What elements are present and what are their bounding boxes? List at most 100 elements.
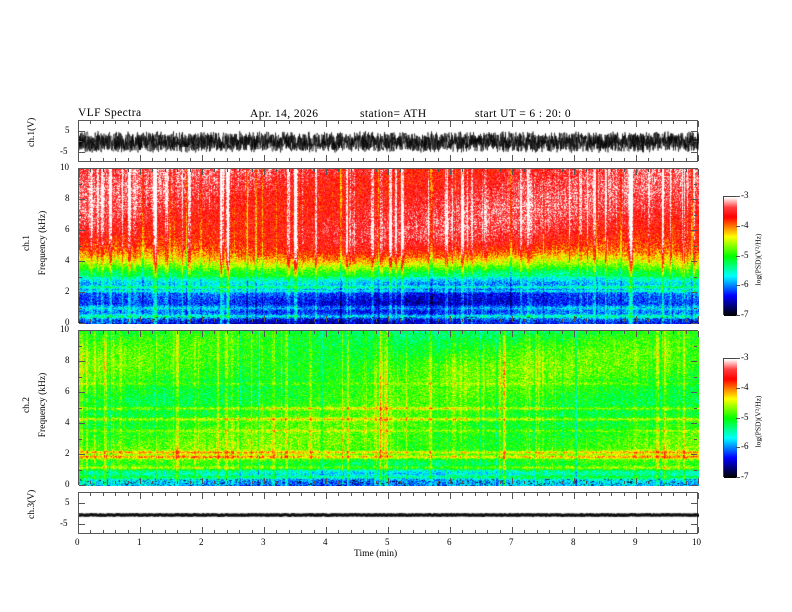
ch2-spec-ytick	[79, 423, 85, 424]
xtick-major-top	[264, 169, 265, 175]
xtick-minor-top	[177, 169, 178, 172]
xtick-minor-bottom	[425, 158, 426, 161]
xtick-minor-top	[103, 331, 104, 334]
xtick-minor-bottom	[338, 481, 339, 484]
xtick-minor-top	[599, 331, 600, 334]
xtick-minor-bottom	[611, 530, 612, 533]
ch3-waveform-panel	[78, 492, 699, 535]
xtick-minor-top	[177, 331, 178, 334]
xtick-minor-bottom	[624, 481, 625, 484]
xtick-minor-bottom	[152, 530, 153, 533]
xtick-minor-top	[500, 493, 501, 496]
xtick-minor-bottom	[227, 530, 228, 533]
ch1-spectrogram-ylabel-channel: ch.1	[22, 234, 32, 252]
xtick-minor-top	[487, 493, 488, 496]
xtick-minor-top	[562, 169, 563, 172]
xtick-minor-bottom	[190, 319, 191, 322]
xtick-minor-bottom	[661, 319, 662, 322]
xtick-minor-bottom	[413, 319, 414, 322]
xtick-major-bottom	[636, 316, 637, 322]
xtick-major-top	[202, 331, 203, 337]
xtick-minor-bottom	[301, 481, 302, 484]
xtick-label-5: 5	[385, 537, 390, 547]
xtick-minor-top	[400, 331, 401, 334]
xtick-minor-bottom	[152, 319, 153, 322]
colorbar-ch2-tick-label-4: -7	[741, 471, 749, 481]
ch1-wave-ytick-minor	[79, 131, 82, 132]
xtick-major-bottom	[140, 478, 141, 484]
ch1-spec-ytick-minor-right	[694, 292, 697, 293]
xtick-minor-top	[673, 331, 674, 334]
xtick-label-7: 7	[509, 537, 514, 547]
xtick-minor-bottom	[239, 158, 240, 161]
xtick-minor-bottom	[103, 530, 104, 533]
xtick-minor-top	[190, 169, 191, 172]
ch1-spec-ytick-minor-right	[694, 246, 697, 247]
xtick-minor-top	[90, 493, 91, 496]
xtick-minor-bottom	[239, 481, 240, 484]
xtick-minor-top	[252, 121, 253, 124]
xtick-minor-bottom	[425, 481, 426, 484]
xtick-major-top	[388, 331, 389, 337]
xtick-minor-top	[276, 121, 277, 124]
xtick-minor-top	[363, 493, 364, 496]
xtick-minor-top	[487, 169, 488, 172]
ch1-wave-ytick	[79, 152, 85, 153]
ch1-spec-ytick	[79, 292, 85, 293]
xtick-minor-top	[413, 331, 414, 334]
ch2-spec-ytick	[79, 454, 85, 455]
xtick-minor-bottom	[338, 530, 339, 533]
xtick-minor-top	[562, 493, 563, 496]
xtick-minor-bottom	[128, 481, 129, 484]
xtick-minor-top	[90, 169, 91, 172]
xtick-minor-bottom	[599, 158, 600, 161]
ch2-spec-ytick-minor-right	[694, 470, 697, 471]
ch1-spec-ytick-minor	[79, 199, 82, 200]
xtick-minor-bottom	[624, 158, 625, 161]
xtick-minor-bottom	[252, 158, 253, 161]
xtick-minor-bottom	[115, 530, 116, 533]
xtick-minor-bottom	[400, 530, 401, 533]
xtick-label-0: 0	[75, 537, 80, 547]
xtick-minor-bottom	[351, 530, 352, 533]
colorbar-ch2-tick	[736, 447, 740, 448]
xtick-minor-bottom	[376, 530, 377, 533]
xtick-label-9: 9	[633, 537, 638, 547]
start-time-label: start UT = 6 : 20: 0	[475, 108, 572, 120]
xtick-major-top	[140, 169, 141, 175]
xtick-label-3: 3	[261, 537, 266, 547]
xtick-minor-top	[90, 121, 91, 124]
xtick-minor-top	[351, 121, 352, 124]
page-title: VLF Spectra	[78, 107, 142, 119]
ch2-spec-ytick-minor	[79, 439, 82, 440]
ch2-spec-ytick-minor	[79, 377, 82, 378]
xtick-minor-top	[152, 121, 153, 124]
xtick-major-bottom	[264, 155, 265, 161]
xtick-minor-bottom	[214, 158, 215, 161]
xtick-minor-bottom	[301, 530, 302, 533]
xtick-minor-top	[686, 169, 687, 172]
xtick-minor-bottom	[400, 481, 401, 484]
ch1-waveform-ylabel: ch.1(V)	[27, 117, 37, 147]
ch3-wave-ytick-minor-right	[694, 503, 697, 504]
colorbar-ch2-tick-label-1: -4	[741, 382, 749, 392]
xtick-minor-top	[301, 169, 302, 172]
xtick-minor-top	[475, 493, 476, 496]
xtick-minor-top	[661, 493, 662, 496]
xtick-minor-bottom	[351, 481, 352, 484]
xtick-minor-top	[438, 493, 439, 496]
xtick-minor-bottom	[289, 319, 290, 322]
xtick-minor-bottom	[648, 319, 649, 322]
ch1-spec-ytick-label-6: 6	[65, 224, 70, 234]
xtick-minor-bottom	[289, 158, 290, 161]
ch3-wave-ytick	[79, 503, 85, 504]
ch1-spec-ytick	[79, 168, 85, 169]
xtick-minor-top	[562, 331, 563, 334]
colorbar-ch1-tick	[736, 226, 740, 227]
xtick-major-bottom	[636, 527, 637, 533]
colorbar-ch2	[723, 358, 737, 478]
xtick-major-bottom	[202, 155, 203, 161]
xtick-minor-bottom	[673, 481, 674, 484]
ch3-wave-ytick	[79, 524, 85, 525]
xtick-minor-top	[190, 493, 191, 496]
